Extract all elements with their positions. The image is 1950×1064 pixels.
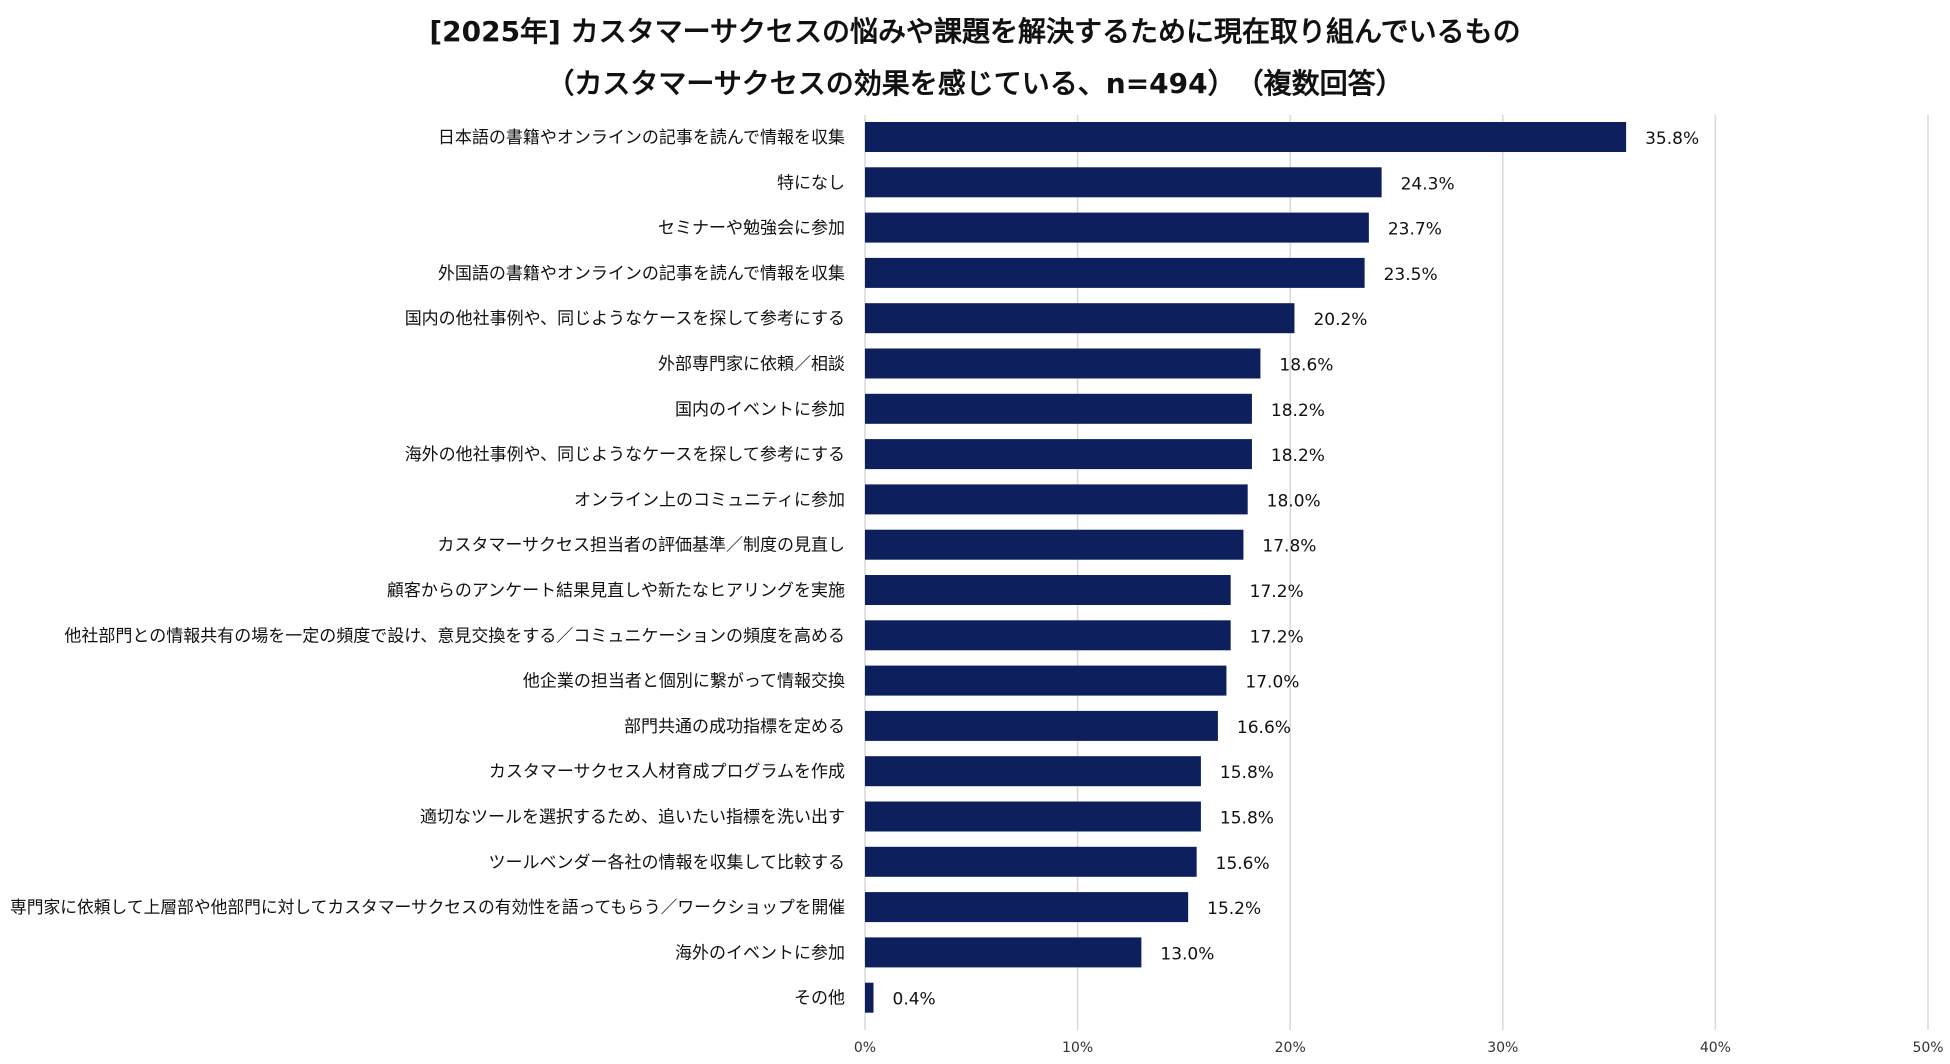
category-label: 顧客からのアンケート結果見直しや新たなヒアリングを実施 — [387, 581, 845, 601]
category-label: その他 — [794, 989, 845, 1009]
data-label: 13.0% — [1160, 944, 1214, 964]
bar — [865, 122, 1627, 152]
data-label: 18.2% — [1271, 446, 1325, 466]
category-label: ツールベンダー各社の情報を収集して比較する — [489, 853, 846, 873]
chart-title-block: [2025年] カスタマーサクセスの悩みや課題を解決するために現在取り組んでいる… — [0, 6, 1950, 110]
category-label: 国内のイベントに参加 — [675, 400, 845, 420]
category-label: 専門家に依頼して上層部や他部門に対してカスタマーサクセスの有効性を語ってもらう／… — [10, 898, 845, 918]
data-label: 18.2% — [1271, 401, 1325, 421]
data-label: 17.2% — [1250, 582, 1304, 602]
bar — [865, 846, 1197, 877]
category-label: 外部専門家に依頼／相談 — [658, 355, 845, 375]
bar — [865, 756, 1201, 787]
category-label: 特になし — [777, 173, 845, 193]
bar — [865, 484, 1248, 515]
category-label: 外国語の書籍やオンラインの記事を読んで情報を収集 — [438, 264, 845, 284]
category-label: 適切なツールを選択するため、追いたい指標を洗い出す — [420, 808, 845, 828]
data-label: 15.8% — [1220, 809, 1274, 829]
data-label: 23.5% — [1384, 265, 1438, 285]
data-label: 24.3% — [1401, 174, 1455, 194]
bar — [865, 212, 1369, 243]
bar — [865, 529, 1244, 560]
bar — [865, 801, 1201, 832]
data-label: 18.0% — [1267, 491, 1321, 511]
bar — [865, 710, 1218, 741]
category-label: 海外の他社事例や、同じようなケースを探して参考にする — [405, 445, 845, 465]
bar — [865, 393, 1252, 424]
category-label: オンライン上のコミュニティに参加 — [574, 490, 845, 510]
category-label: 他社部門との情報共有の場を一定の頻度で設け、意見交換をする／コミュニケーションの… — [64, 626, 845, 646]
data-label: 0.4% — [893, 990, 936, 1010]
bar — [865, 892, 1189, 923]
x-tick-label: 10% — [1062, 1040, 1093, 1056]
chart-subtitle: （カスタマーサクセスの効果を感じている、n=494） （複数回答） — [546, 67, 1404, 100]
x-tick-label: 0% — [854, 1040, 876, 1056]
bar — [865, 348, 1261, 379]
category-label: カスタマーサクセス人材育成プログラムを作成 — [489, 762, 845, 782]
bar — [865, 303, 1295, 334]
data-label: 15.8% — [1220, 763, 1274, 783]
bar — [865, 167, 1382, 198]
category-label: 他企業の担当者と個別に繋がって情報交換 — [523, 672, 845, 692]
data-label: 15.6% — [1216, 854, 1270, 874]
data-label: 35.8% — [1645, 129, 1699, 149]
data-label: 18.6% — [1279, 356, 1333, 376]
x-tick-label: 30% — [1487, 1040, 1518, 1056]
category-label: カスタマーサクセス担当者の評価基準／制度の見直し — [437, 536, 845, 556]
data-label: 17.8% — [1262, 537, 1316, 557]
chart-title: [2025年] カスタマーサクセスの悩みや課題を解決するために現在取り組んでいる… — [429, 15, 1521, 48]
data-label: 15.2% — [1207, 899, 1261, 919]
bar — [865, 257, 1365, 288]
bar — [865, 620, 1231, 651]
data-label: 20.2% — [1313, 310, 1367, 330]
bar — [865, 665, 1227, 696]
category-label: 日本語の書籍やオンラインの記事を読んで情報を収集 — [438, 128, 845, 148]
bar — [865, 982, 874, 1013]
category-label: 部門共通の成功指標を定める — [624, 717, 845, 737]
data-label: 17.0% — [1245, 673, 1299, 693]
bar — [865, 575, 1231, 605]
data-label: 17.2% — [1250, 627, 1304, 647]
bar — [865, 439, 1252, 470]
x-tick-label: 20% — [1275, 1040, 1306, 1056]
data-label: 23.7% — [1388, 220, 1442, 240]
category-label: セミナーや勉強会に参加 — [658, 219, 845, 239]
data-label: 16.6% — [1237, 718, 1291, 738]
bar — [865, 937, 1142, 968]
x-tick-label: 40% — [1700, 1040, 1731, 1056]
category-label: 海外のイベントに参加 — [675, 943, 845, 963]
category-label: 国内の他社事例や、同じようなケースを探して参考にする — [405, 309, 845, 329]
x-tick-label: 50% — [1912, 1040, 1943, 1056]
